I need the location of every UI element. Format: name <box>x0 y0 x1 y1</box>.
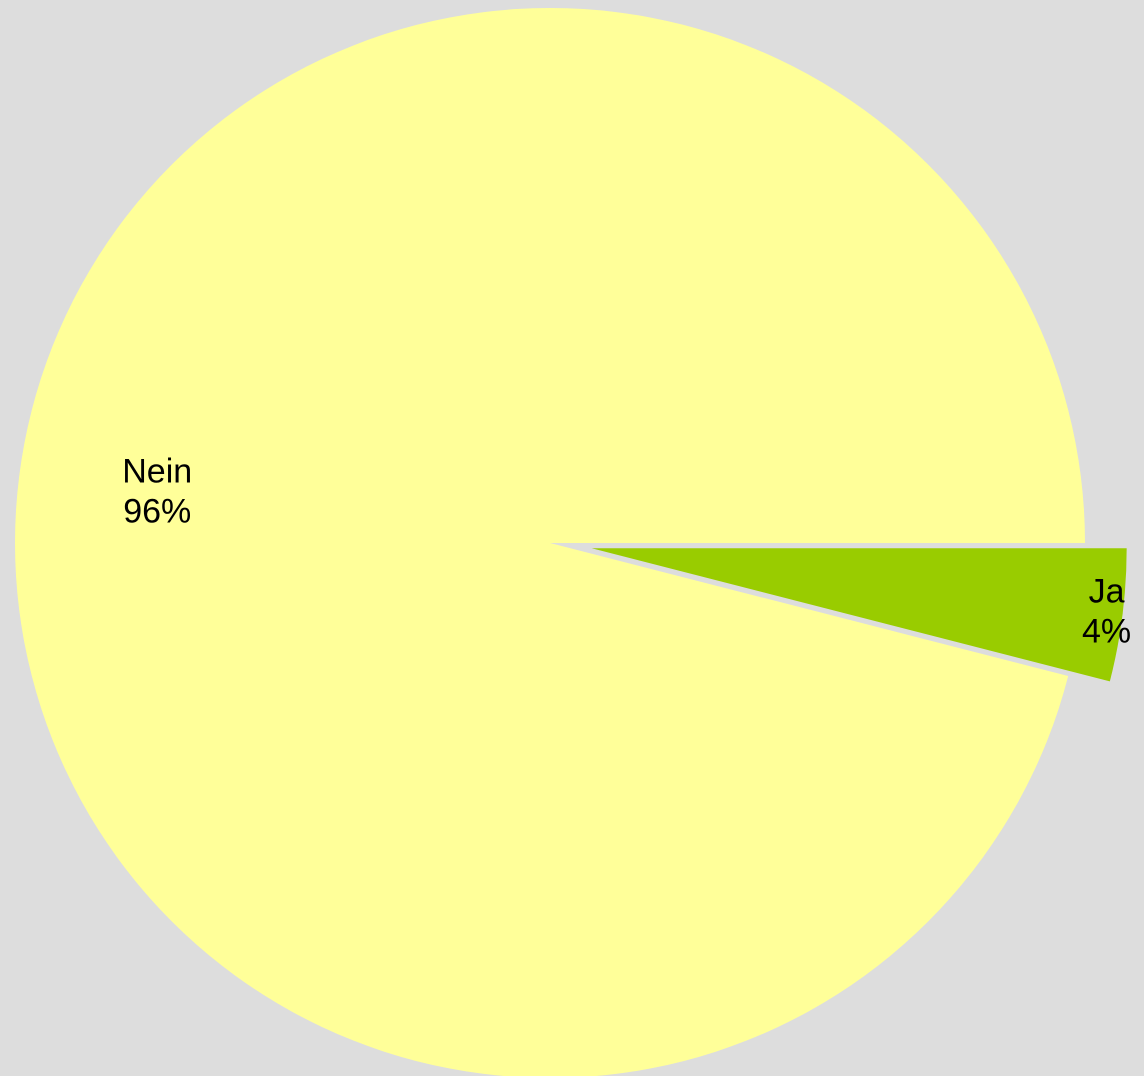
pie-slice <box>591 548 1127 682</box>
slice-label: Nein <box>122 452 192 490</box>
slice-value-label: 96% <box>123 492 191 530</box>
pie-slice <box>15 8 1085 1076</box>
slice-value-label: 4% <box>1082 612 1131 650</box>
slice-label: Ja <box>1089 572 1125 610</box>
